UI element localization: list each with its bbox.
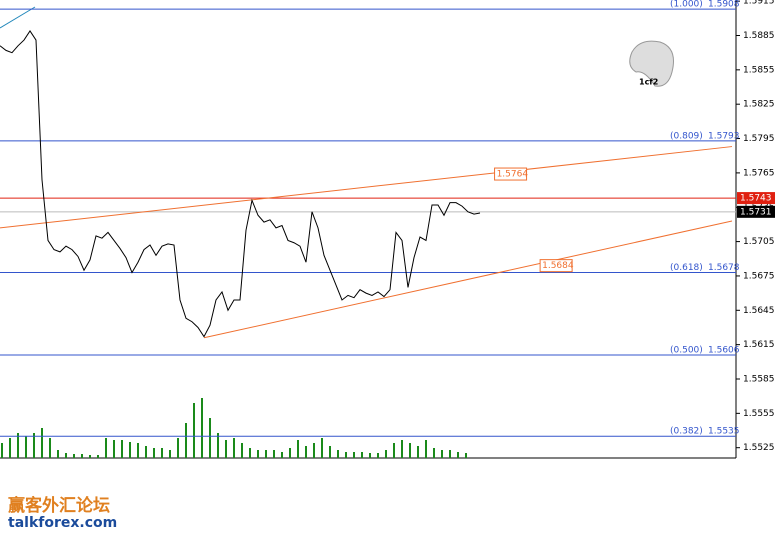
- fib-ratio: (1.000): [670, 0, 703, 10]
- volume-bar: [121, 440, 123, 458]
- y-tick-label: 1.5645: [743, 306, 775, 316]
- fib-value: 1.5678: [708, 263, 740, 273]
- price-tag-label: 1.5731: [740, 207, 772, 217]
- volume-bar: [265, 450, 267, 458]
- volume-bar: [113, 440, 115, 458]
- alert-tag-label: 1.5743: [740, 194, 772, 204]
- y-tick-label: 1.5525: [743, 443, 775, 453]
- volume-bar: [297, 440, 299, 458]
- volume-bar: [257, 450, 259, 458]
- fib-value: 1.5908: [708, 0, 740, 10]
- volume-bar: [41, 428, 43, 458]
- volume-bar: [385, 450, 387, 458]
- fib-ratio: (0.382): [670, 427, 703, 437]
- volume-bar: [465, 453, 467, 458]
- volume-bar: [25, 436, 27, 458]
- volume-bar: [241, 443, 243, 458]
- volume-bar: [153, 448, 155, 458]
- volume-bar: [65, 453, 67, 458]
- logo-text: 1cf2: [639, 78, 658, 87]
- volume-bar: [425, 440, 427, 458]
- y-tick-label: 1.5705: [743, 237, 775, 247]
- volume-bar: [49, 438, 51, 458]
- volume-bar: [273, 450, 275, 458]
- volume-bar: [73, 454, 75, 458]
- volume-bar: [345, 452, 347, 458]
- trendline-label: 1.5764: [497, 170, 529, 180]
- y-tick-label: 1.5675: [743, 271, 775, 281]
- volume-bar: [177, 438, 179, 458]
- volume-bar: [185, 423, 187, 458]
- fib-ratio: (0.500): [670, 345, 703, 355]
- volume-bar: [441, 450, 443, 458]
- y-tick-label: 1.5825: [743, 100, 775, 110]
- price-line: [0, 30, 481, 338]
- y-tick-label: 1.5585: [743, 374, 775, 384]
- volume-bar: [217, 433, 219, 458]
- volume-bar: [97, 455, 99, 458]
- volume-bar: [161, 448, 163, 458]
- y-tick-label: 1.5855: [743, 65, 775, 75]
- trendline-label: 1.5684: [542, 261, 574, 271]
- y-tick-label: 1.5915: [743, 0, 775, 7]
- volume-bar: [409, 443, 411, 458]
- alert-tag: [737, 192, 775, 205]
- volume-bar: [361, 452, 363, 458]
- volume-bar: [369, 453, 371, 458]
- volume-bar: [129, 442, 131, 458]
- fib-value: 1.5535: [708, 427, 740, 437]
- volume-bar: [201, 398, 203, 458]
- volume-bar: [433, 448, 435, 458]
- volume-bar: [377, 453, 379, 458]
- volume-bar: [33, 433, 35, 458]
- trendline: [0, 146, 733, 229]
- volume-bar: [81, 454, 83, 458]
- volume-bar: [321, 438, 323, 458]
- volume-bar: [417, 446, 419, 458]
- watermark-site: talkforex.com: [8, 515, 117, 531]
- volume-bar: [193, 403, 195, 458]
- watermark-chinese: 赢客外汇论坛: [8, 495, 110, 516]
- volume-bar: [9, 438, 11, 458]
- volume-bar: [393, 443, 395, 458]
- volume-bar: [313, 443, 315, 458]
- logo: 1cf2: [629, 40, 674, 87]
- volume-bar: [457, 452, 459, 458]
- volume-bar: [249, 448, 251, 458]
- volume-bar: [105, 438, 107, 458]
- y-tick-label: 1.5885: [743, 31, 775, 41]
- volume-bar: [169, 450, 171, 458]
- volume-bar: [329, 446, 331, 458]
- y-tick-label: 1.5615: [743, 340, 775, 350]
- fib-value: 1.5793: [708, 131, 740, 141]
- fib-value: 1.5606: [708, 345, 740, 355]
- y-tick-label: 1.5765: [743, 168, 775, 178]
- volume-bar: [57, 450, 59, 458]
- y-tick-label: 1.5795: [743, 134, 775, 144]
- volume-bar: [337, 450, 339, 458]
- volume-bar: [401, 440, 403, 458]
- trendline-tag: [539, 259, 573, 273]
- volume-bar: [89, 455, 91, 458]
- volume-bar: [449, 450, 451, 458]
- trendline: [203, 220, 733, 339]
- volume-bar: [353, 452, 355, 458]
- volume-bar: [305, 446, 307, 458]
- decoration-line: [0, 6, 36, 29]
- trendline-tag: [494, 167, 528, 181]
- y-tick-label: 1.5555: [743, 409, 775, 419]
- fib-ratio: (0.809): [670, 131, 703, 141]
- volume-bar: [281, 452, 283, 458]
- volume-bar: [137, 443, 139, 458]
- volume-bar: [17, 433, 19, 458]
- volume-bar: [145, 446, 147, 458]
- volume-bar: [225, 440, 227, 458]
- fib-ratio: (0.618): [670, 263, 703, 273]
- volume-bar: [289, 448, 291, 458]
- volume-bar: [1, 443, 3, 458]
- volume-bar: [233, 438, 235, 458]
- price-tag: [737, 205, 775, 218]
- volume-bar: [209, 418, 211, 458]
